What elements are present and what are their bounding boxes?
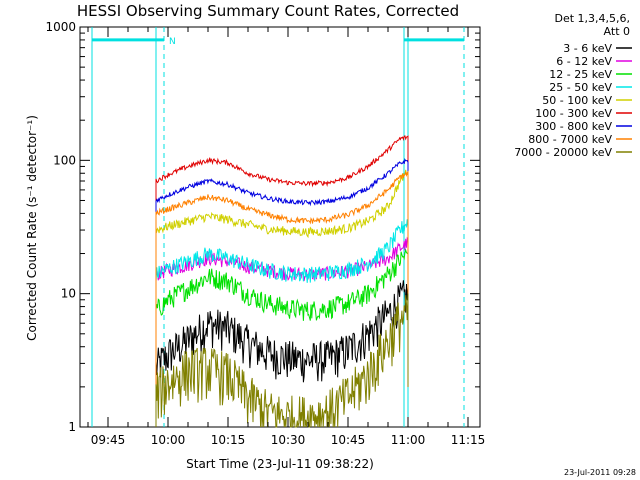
plot-frame [79,26,481,428]
legend-header-line-2: Att 0 [604,25,630,38]
legend-entry-label: 300 - 800 keV [535,120,612,133]
plot-border [79,26,481,428]
legend-entry-label: 6 - 12 keV [556,55,612,68]
chart-title: HESSI Observing Summary Count Rates, Cor… [77,2,459,20]
legend-entry-label: 100 - 300 keV [535,107,612,120]
x-tick-label: 10:15 [211,433,246,447]
y-tick-label: 10 [61,287,76,301]
x-tick-label: 10:00 [151,433,186,447]
x-axis-label: Start Time (23-Jul-11 09:38:22) [186,457,374,471]
y-axis-ticks: 1 10 100 1000 [45,20,480,434]
x-tick-label: 10:30 [271,433,306,447]
y-tick-label: 1000 [45,20,76,34]
x-axis-ticks: 09:45 10:00 10:15 10:30 10:45 11:00 11:15 [87,27,486,447]
series-line-2 [155,248,409,427]
x-tick-label: 11:15 [451,433,486,447]
series-line-3 [155,219,409,427]
footer-timestamp: 23-Jul-2011 09:28 [564,468,636,477]
series-line-7 [155,170,409,427]
legend-entry-label: 7000 - 20000 keV [514,146,612,159]
legend-entry-label: 50 - 100 keV [542,94,612,107]
x-tick-label: 10:45 [331,433,366,447]
series-line-5 [155,135,409,427]
series-line-0 [155,280,409,427]
series-layer [155,135,409,428]
series-line-4 [155,169,409,427]
y-tick-label: 100 [53,153,76,167]
legend-entry-label: 12 - 25 keV [549,68,612,81]
y-tick-label: 1 [68,420,76,434]
legend-entry-label: 800 - 7000 keV [528,133,612,146]
legend-entry-label: 25 - 50 keV [549,81,612,94]
series-line-8 [155,293,409,428]
legend-entry-label: 3 - 6 keV [563,42,612,55]
legend-header-line-1: Det 1,3,4,5,6, [554,12,630,25]
marker-label: N [169,37,176,47]
x-tick-label: 11:00 [391,433,426,447]
x-tick-label: 09:45 [91,433,126,447]
series-line-6 [155,158,409,427]
y-axis-label: Corrected Count Rate (s⁻¹ detector⁻¹) [25,115,39,341]
